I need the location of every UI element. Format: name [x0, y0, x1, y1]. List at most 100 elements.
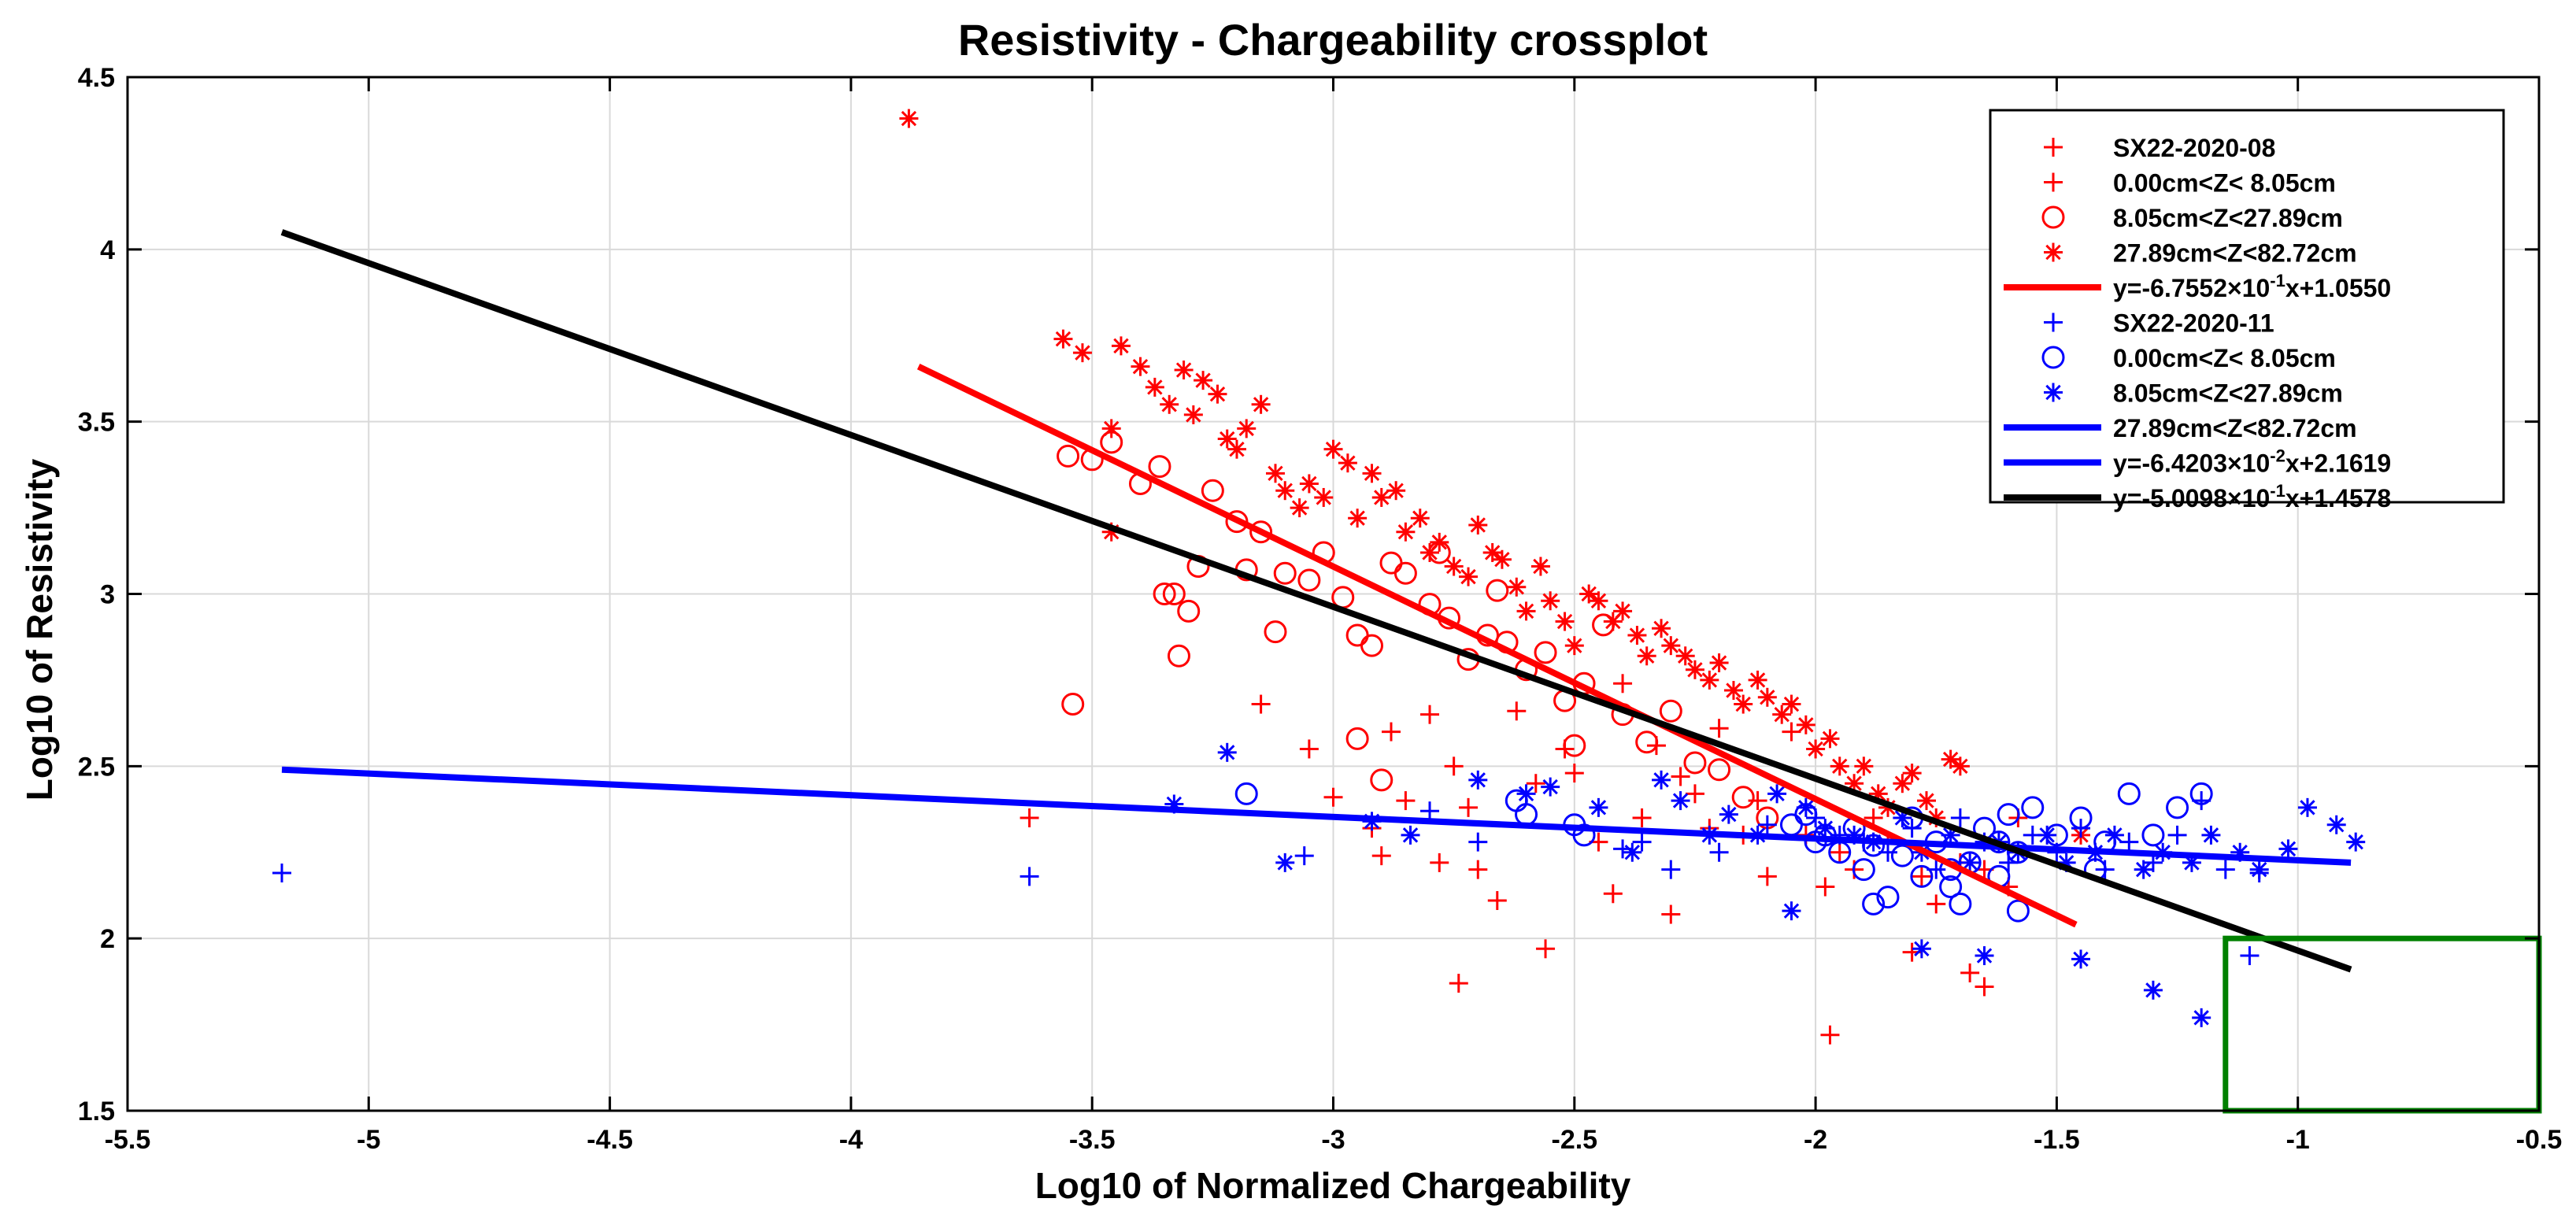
data-point — [1020, 808, 1039, 827]
chart-title: Resistivity - Chargeability crossplot — [958, 15, 1708, 65]
data-point — [1371, 846, 1391, 866]
x-tick-label: -2.5 — [1552, 1125, 1598, 1155]
data-point — [1371, 487, 1391, 507]
data-point — [1661, 860, 1681, 879]
data-point — [1960, 963, 1980, 982]
data-point — [1854, 756, 1874, 776]
data-point — [1782, 901, 1801, 921]
data-point — [1563, 734, 1586, 757]
data-point — [2240, 946, 2260, 966]
data-point — [1386, 481, 1406, 501]
data-point — [1131, 357, 1150, 376]
data-point — [1941, 825, 1960, 845]
data-point — [1396, 791, 1416, 811]
data-point — [2006, 899, 2030, 923]
data-point — [1852, 858, 1875, 882]
data-point — [1613, 601, 1633, 621]
data-point — [1652, 619, 1671, 638]
legend-marker — [2041, 346, 2065, 369]
data-point — [1449, 974, 1468, 993]
legend-marker — [2041, 205, 2065, 229]
legend-marker — [2044, 242, 2063, 262]
data-point — [1492, 549, 1512, 569]
data-point — [1536, 939, 1556, 959]
data-point — [1148, 455, 1171, 479]
data-point — [2189, 782, 2213, 805]
data-point — [1516, 784, 1536, 804]
legend-label: y=-6.4203×10-2x+2.1619 — [2113, 446, 2391, 478]
legend-label: 27.89cm<Z<82.72cm — [2113, 239, 2357, 268]
data-point — [1396, 522, 1416, 542]
data-point — [2104, 825, 2124, 845]
data-point — [1153, 583, 1176, 605]
data-point — [1057, 444, 1080, 468]
data-point — [1530, 557, 1550, 576]
data-point — [1251, 394, 1271, 414]
data-point — [1767, 784, 1787, 804]
legend-marker — [2044, 383, 2063, 402]
data-point — [1757, 687, 1777, 707]
data-point — [1700, 670, 1719, 690]
data-point — [1659, 699, 1682, 723]
data-point — [1589, 591, 1608, 611]
data-point — [1061, 693, 1085, 716]
data-point — [1299, 739, 1319, 759]
data-point — [2297, 797, 2317, 817]
y-tick-label: 4.5 — [78, 63, 115, 93]
data-point — [1487, 891, 1507, 911]
data-point — [1815, 819, 1835, 838]
legend-entry: y=-5.0098×10-1x+1.4578 — [2004, 481, 2391, 512]
data-point — [2037, 825, 2057, 845]
data-point — [1731, 786, 1755, 809]
data-point — [1949, 892, 1972, 915]
data-point — [1748, 791, 1767, 811]
data-point — [1294, 846, 1314, 866]
data-point — [1208, 384, 1227, 404]
data-point — [2071, 949, 2091, 969]
data-point — [1020, 867, 1039, 886]
data-point — [899, 109, 919, 128]
data-point — [1603, 884, 1623, 904]
legend-label: SX22-2020-11 — [2113, 309, 2274, 338]
legend-marker — [2044, 138, 2063, 157]
data-point — [1177, 599, 1201, 623]
data-point — [2119, 832, 2139, 852]
x-tick-label: -1.5 — [2034, 1125, 2080, 1155]
legend-marker — [2044, 172, 2063, 192]
data-point — [1709, 842, 1729, 862]
y-tick-label: 3 — [100, 580, 115, 610]
data-point — [1902, 764, 1922, 783]
data-point — [1772, 705, 1792, 724]
data-point — [1160, 394, 1179, 414]
data-point — [1507, 701, 1527, 721]
data-point — [1748, 670, 1767, 690]
data-point — [1627, 626, 1647, 645]
data-point — [1237, 419, 1257, 438]
data-point — [1468, 770, 1488, 790]
data-point — [1723, 681, 1743, 701]
legend-box — [1989, 109, 2505, 504]
data-point — [1194, 371, 1213, 390]
data-point — [1251, 694, 1271, 714]
x-tick-label: -0.5 — [2516, 1125, 2563, 1155]
legend-entry: y=-6.7552×10-1x+1.0550 — [2004, 271, 2391, 302]
data-point — [1910, 864, 1934, 888]
y-axis-label: Log10 of Resistivity — [19, 458, 60, 801]
data-point — [1997, 803, 2020, 827]
data-point — [1912, 939, 1931, 959]
y-tick-label: 3.5 — [78, 408, 115, 438]
data-point — [1661, 636, 1681, 656]
data-point — [1950, 808, 1970, 827]
data-point — [1671, 767, 1690, 786]
data-point — [1671, 791, 1690, 811]
data-point — [1912, 867, 1931, 886]
data-point — [1939, 875, 1963, 899]
data-point — [1382, 722, 1401, 742]
data-point — [1950, 756, 1970, 776]
data-point — [1516, 601, 1536, 621]
data-point — [1297, 568, 1321, 592]
legend-entry: 27.89cm<Z<82.72cm — [2044, 239, 2357, 268]
data-point — [1661, 904, 1681, 924]
data-point — [1564, 636, 1584, 656]
